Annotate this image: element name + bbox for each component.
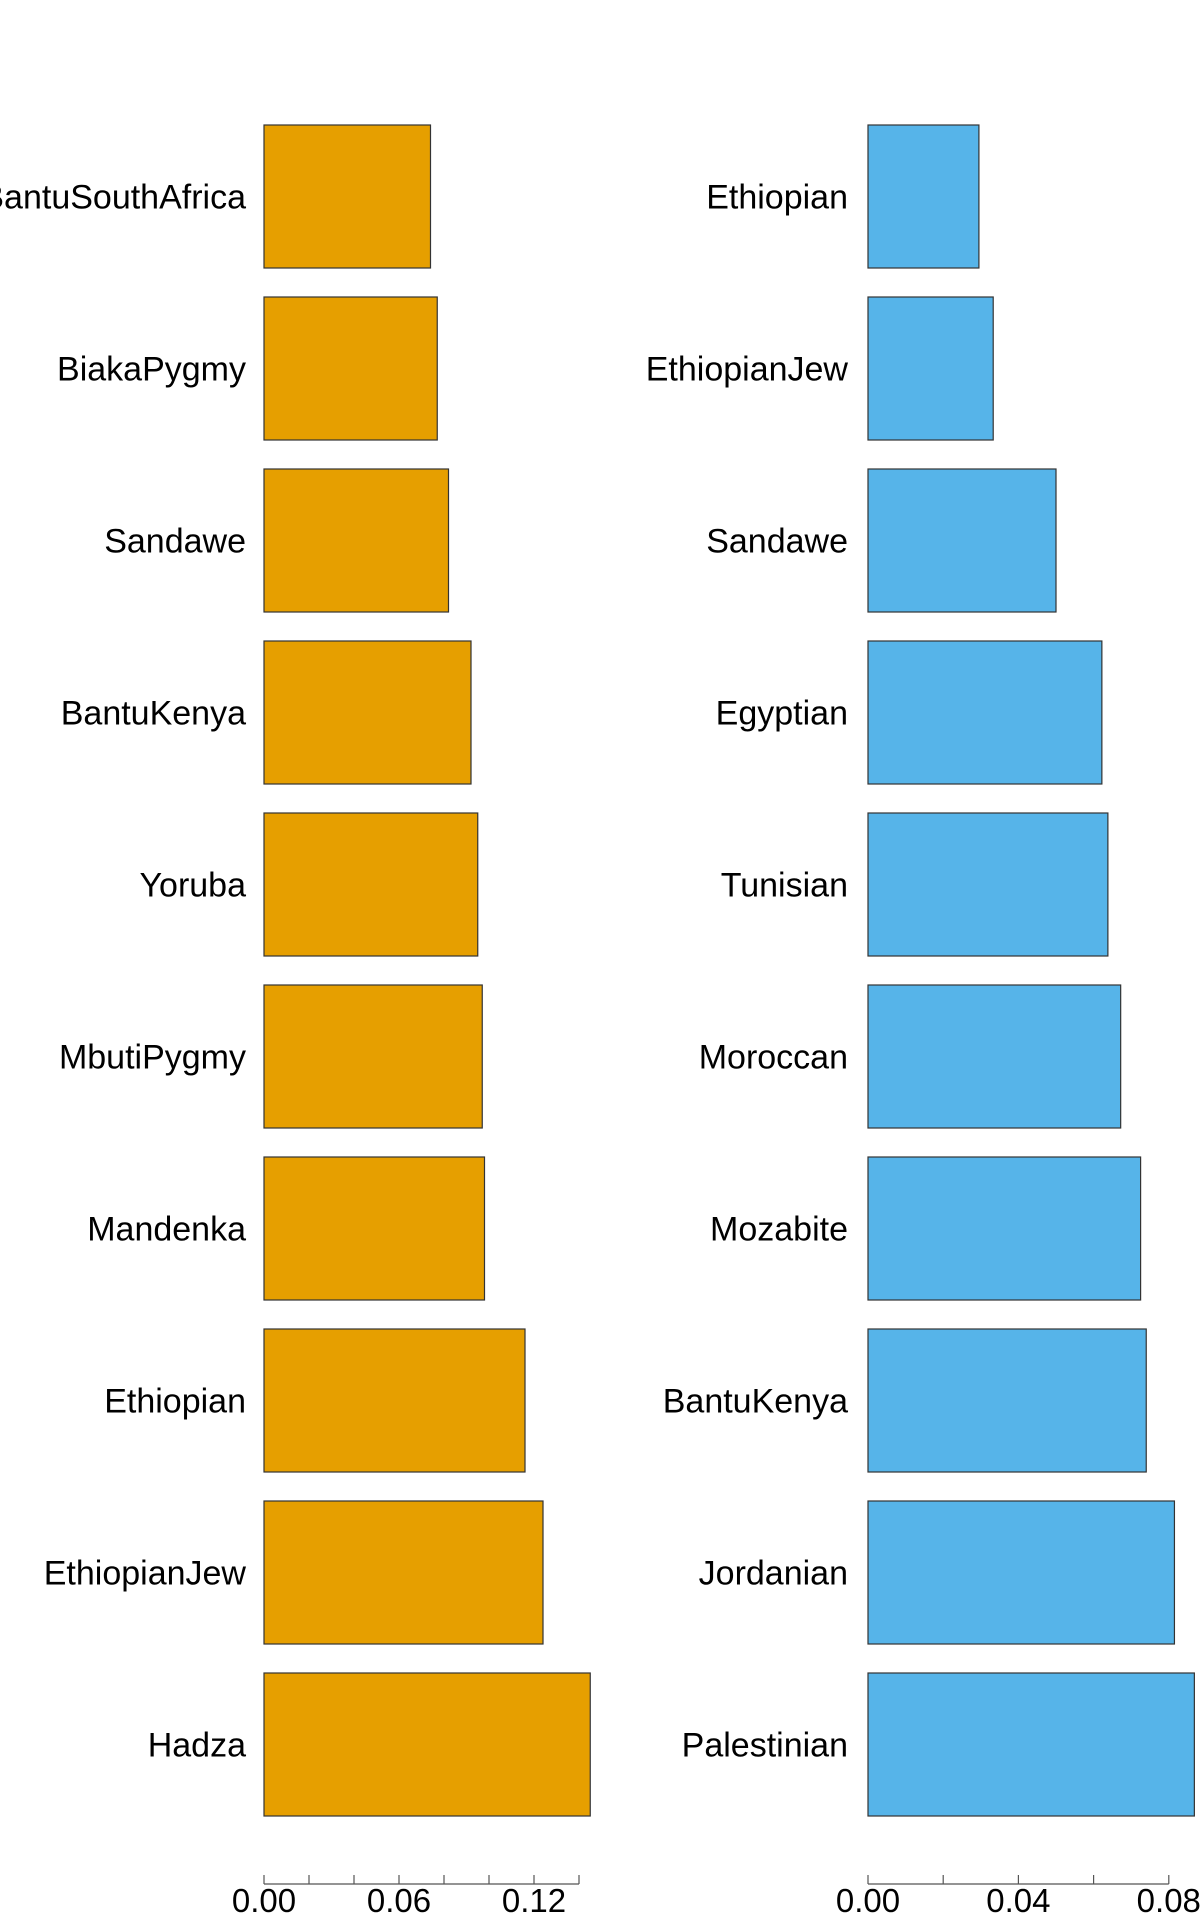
right-bar: [867, 468, 1057, 613]
right-category-label: Ethiopian: [706, 179, 848, 217]
left-x-tick-label: 0.06: [367, 1882, 431, 1919]
left-bar: [263, 1156, 486, 1301]
right-bar: [867, 1328, 1147, 1473]
left-bar: [263, 1328, 526, 1473]
left-bar: [263, 640, 472, 785]
right-category-label: Palestinian: [682, 1727, 848, 1765]
left-bar: [263, 468, 450, 613]
right-bar: [867, 640, 1103, 785]
right-category-label: Sandawe: [706, 523, 848, 561]
right-bar: [867, 1500, 1176, 1645]
left-category-label: BiakaPygmy: [57, 351, 246, 389]
right-x-tick-label: 0.00: [836, 1882, 900, 1919]
left-category-label: Mandenka: [87, 1211, 246, 1249]
left-category-label: BantuSouthAfrica: [0, 179, 246, 217]
right-category-label: Moroccan: [699, 1039, 848, 1077]
left-bar: [263, 1500, 544, 1645]
left-category-label: Yoruba: [139, 867, 246, 905]
left-bar: [263, 124, 432, 269]
left-category-label: Sandawe: [104, 523, 246, 561]
right-bar: [867, 1672, 1195, 1817]
left-category-label: Ethiopian: [104, 1383, 246, 1421]
right-category-label: BantuKenya: [663, 1383, 848, 1421]
right-bar: [867, 296, 994, 441]
left-bar: [263, 812, 479, 957]
right-bar-chart: Ethiopian EthiopianJew Sandawe Egyptian Tuni…: [646, 124, 1200, 1919]
right-x-tick-label: 0.04: [986, 1882, 1050, 1919]
right-category-label: Jordanian: [699, 1555, 848, 1593]
right-category-label: Egyptian: [716, 695, 848, 733]
left-bar: [263, 296, 438, 441]
left-x-tick-label: 0.12: [502, 1882, 566, 1919]
right-x-tick-label: 0.08: [1137, 1882, 1200, 1919]
right-bar: [867, 124, 980, 269]
right-category-label: Mozabite: [710, 1211, 848, 1249]
left-category-label: EthiopianJew: [44, 1555, 247, 1593]
left-x-tick-label: 0.00: [232, 1882, 296, 1919]
left-category-label: Hadza: [148, 1727, 246, 1765]
right-category-label: EthiopianJew: [646, 351, 849, 389]
left-category-label: MbutiPygmy: [59, 1039, 246, 1077]
left-bar-chart: BantuSouthAfrica BiakaPygmy Sandawe BantuKe…: [0, 124, 591, 1919]
left-bar: [263, 984, 483, 1129]
left-bar: [263, 1672, 591, 1817]
left-category-label: BantuKenya: [61, 695, 246, 733]
right-bar: [867, 984, 1122, 1129]
right-bar: [867, 812, 1109, 957]
right-category-label: Tunisian: [721, 867, 848, 905]
right-bar: [867, 1156, 1142, 1301]
